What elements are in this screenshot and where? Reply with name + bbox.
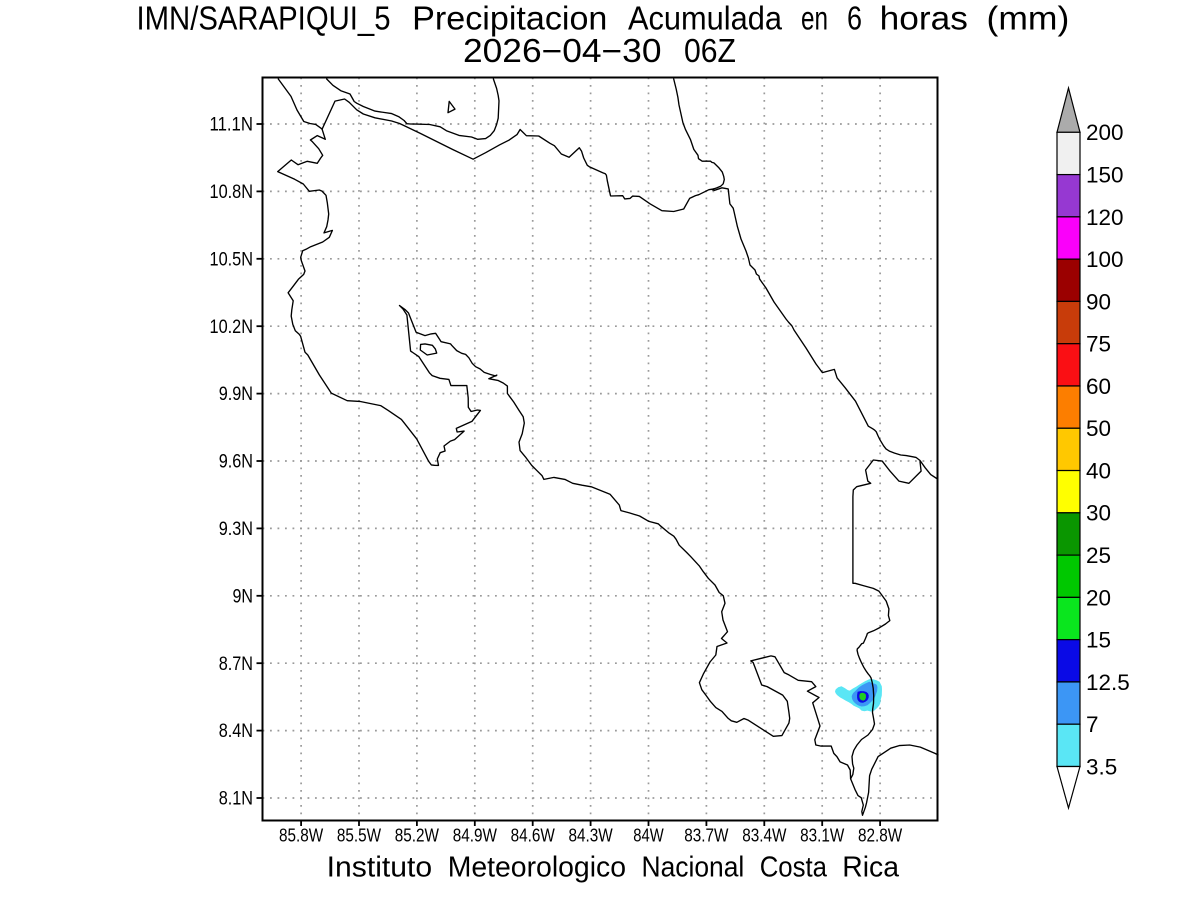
svg-text:100: 100	[1086, 247, 1124, 272]
svg-text:11.1N: 11.1N	[210, 115, 254, 136]
svg-text:Rica: Rica	[842, 851, 899, 883]
svg-text:10.2N: 10.2N	[210, 317, 254, 338]
svg-text:83.4W: 83.4W	[742, 825, 786, 845]
svg-text:9.9N: 9.9N	[219, 384, 253, 405]
svg-text:15: 15	[1086, 628, 1111, 653]
svg-text:8.7N: 8.7N	[219, 654, 253, 675]
svg-text:90: 90	[1086, 289, 1111, 314]
svg-text:84.6W: 84.6W	[511, 825, 555, 845]
svg-text:82.8W: 82.8W	[858, 825, 902, 845]
svg-text:84W: 84W	[633, 825, 663, 845]
svg-text:Precipitacion: Precipitacion	[412, 0, 607, 37]
svg-text:200: 200	[1086, 120, 1124, 145]
svg-text:12.5: 12.5	[1086, 670, 1130, 695]
svg-text:150: 150	[1086, 163, 1124, 188]
svg-text:8.4N: 8.4N	[219, 721, 253, 742]
svg-text:(mm): (mm)	[987, 0, 1070, 37]
svg-text:20: 20	[1086, 585, 1111, 610]
svg-text:84.3W: 84.3W	[569, 825, 613, 845]
svg-text:Costa: Costa	[760, 851, 827, 883]
svg-text:83.1W: 83.1W	[800, 825, 844, 845]
svg-text:83.7W: 83.7W	[684, 825, 728, 845]
svg-text:120: 120	[1086, 205, 1124, 230]
svg-text:en: en	[801, 0, 828, 37]
svg-text:6: 6	[847, 0, 862, 37]
svg-text:IMN/SARAPIQUI_5: IMN/SARAPIQUI_5	[137, 0, 391, 37]
svg-text:2026−04−30: 2026−04−30	[463, 32, 662, 69]
svg-text:06Z: 06Z	[684, 32, 736, 69]
svg-text:85.5W: 85.5W	[337, 825, 381, 845]
svg-text:Nacional: Nacional	[642, 851, 745, 883]
svg-text:40: 40	[1086, 458, 1111, 483]
svg-text:Meteorologico: Meteorologico	[448, 851, 626, 883]
svg-text:85.8W: 85.8W	[279, 825, 323, 845]
svg-text:10.5N: 10.5N	[210, 249, 254, 270]
svg-text:8.1N: 8.1N	[219, 789, 253, 810]
svg-text:Acumulada: Acumulada	[628, 0, 783, 37]
svg-text:10.8N: 10.8N	[210, 182, 254, 203]
svg-text:75: 75	[1086, 332, 1111, 357]
svg-text:50: 50	[1086, 416, 1111, 441]
svg-text:85.2W: 85.2W	[395, 825, 439, 845]
svg-text:60: 60	[1086, 374, 1111, 399]
svg-text:84.9W: 84.9W	[453, 825, 497, 845]
svg-text:9.6N: 9.6N	[219, 452, 253, 473]
svg-text:25: 25	[1086, 543, 1111, 568]
svg-text:30: 30	[1086, 501, 1111, 526]
svg-text:9N: 9N	[233, 586, 254, 607]
svg-text:7: 7	[1086, 712, 1099, 737]
svg-text:3.5: 3.5	[1086, 754, 1117, 779]
svg-text:Instituto: Instituto	[327, 851, 433, 883]
svg-text:horas: horas	[880, 0, 968, 37]
svg-text:9.3N: 9.3N	[219, 519, 253, 540]
